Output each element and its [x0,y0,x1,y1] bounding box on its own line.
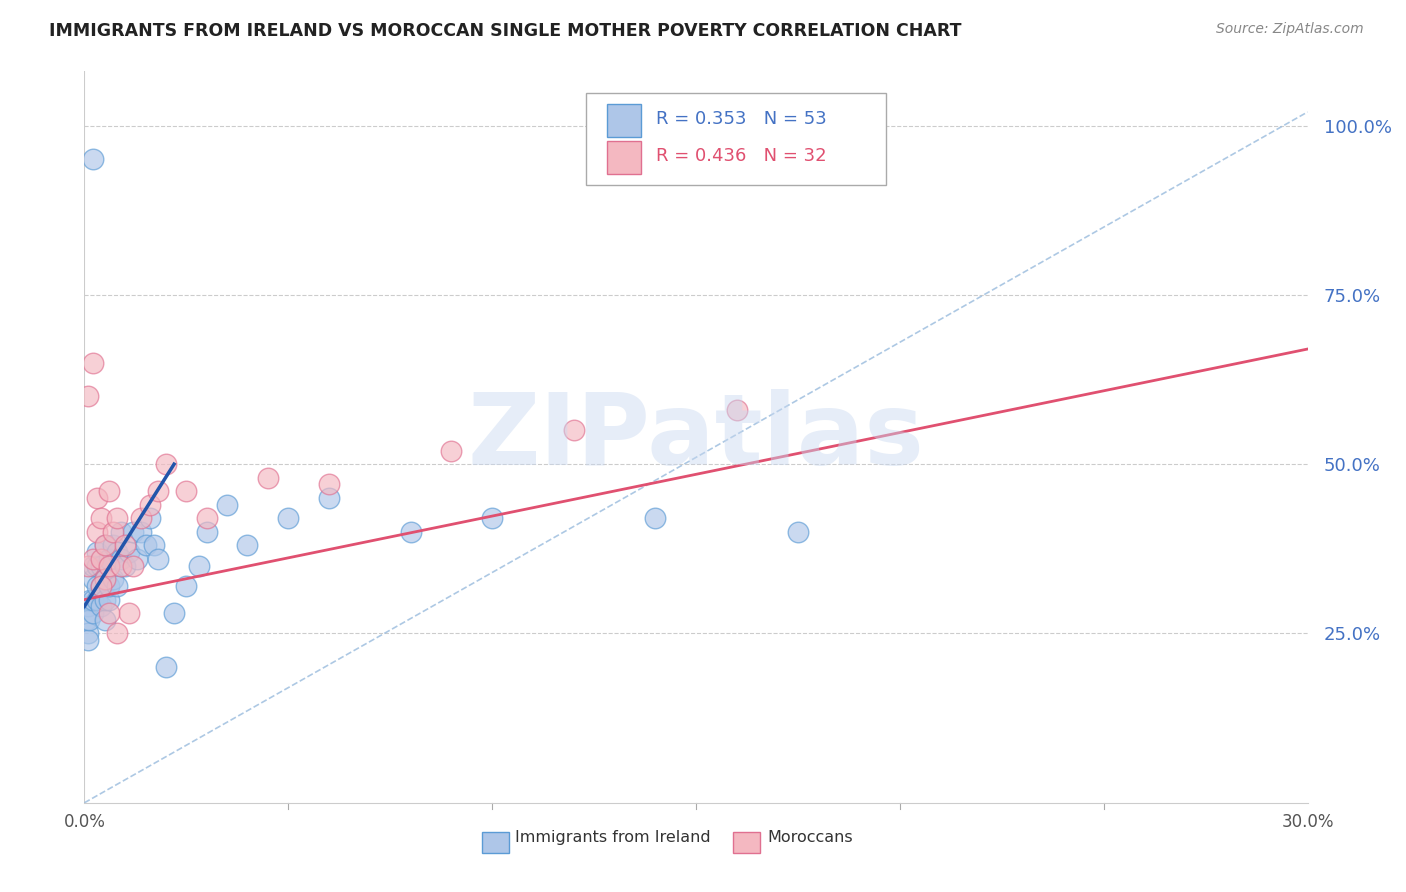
Text: R = 0.436   N = 32: R = 0.436 N = 32 [655,146,827,165]
Point [440,443,463,458]
Point [86,579,108,593]
Text: R = 0.353   N = 53: R = 0.353 N = 53 [655,110,827,128]
Point [93,572,115,586]
Point [174,484,197,499]
Point [146,552,169,566]
Point [97,592,120,607]
Point [155,660,177,674]
Point [90,599,112,614]
Text: Source: ZipAtlas.com: Source: ZipAtlas.com [1216,22,1364,37]
Point [127,552,149,566]
Point [399,524,422,539]
Point [82,592,104,607]
Text: Moroccans: Moroccans [766,830,852,846]
FancyBboxPatch shape [482,832,509,853]
Point [75,613,97,627]
Point [77,558,100,573]
FancyBboxPatch shape [586,94,886,185]
Point [76,626,98,640]
Text: ZIPatlas: ZIPatlas [468,389,924,485]
FancyBboxPatch shape [606,104,641,137]
Point [195,511,218,525]
Point [86,545,108,559]
Point [82,558,104,573]
Point [97,606,120,620]
Point [105,579,128,593]
Point [118,545,141,559]
Point [138,511,160,525]
Point [93,538,115,552]
Point [86,558,108,573]
Point [277,511,299,525]
Point [155,457,177,471]
Point [138,498,160,512]
Point [93,613,115,627]
Point [118,606,141,620]
Point [101,538,124,552]
Point [142,538,165,552]
Point [481,511,503,525]
Point [122,558,145,573]
FancyBboxPatch shape [733,832,759,853]
Point [77,633,100,648]
Point [86,491,108,505]
Point [110,558,132,573]
Point [318,477,340,491]
Point [174,579,197,593]
Point [135,538,157,552]
Point [187,558,209,573]
Point [82,572,104,586]
Point [787,524,810,539]
Point [82,606,104,620]
Point [105,626,128,640]
Point [93,572,115,586]
Point [82,355,104,369]
Point [131,511,153,525]
Text: IMMIGRANTS FROM IRELAND VS MOROCCAN SINGLE MOTHER POVERTY CORRELATION CHART: IMMIGRANTS FROM IRELAND VS MOROCCAN SING… [49,22,962,40]
Text: Immigrants from Ireland: Immigrants from Ireland [515,830,710,846]
Point [77,599,100,614]
Point [82,552,104,566]
Point [93,538,115,552]
Point [90,511,112,525]
Point [105,511,128,525]
Point [90,558,112,573]
Point [105,545,128,559]
Point [114,538,136,552]
Point [114,558,136,573]
Point [101,524,124,539]
Point [257,471,280,485]
Point [97,484,120,499]
Point [97,558,120,573]
Point [77,613,100,627]
Point [195,524,218,539]
Point [110,524,132,539]
Point [97,552,120,566]
Point [236,538,259,552]
Point [82,153,104,167]
Point [725,403,748,417]
Point [163,606,186,620]
Point [644,511,666,525]
FancyBboxPatch shape [606,141,641,174]
Point [90,579,112,593]
Point [122,524,145,539]
Point [93,592,115,607]
Point [90,579,112,593]
Point [90,552,112,566]
Point [101,572,124,586]
Point [97,579,120,593]
Point [79,592,101,607]
Point [131,524,153,539]
Point [562,423,585,437]
Point [318,491,340,505]
Point [86,592,108,607]
Point [146,484,169,499]
Point [77,389,100,403]
Point [86,524,108,539]
Point [110,552,132,566]
Point [217,498,239,512]
